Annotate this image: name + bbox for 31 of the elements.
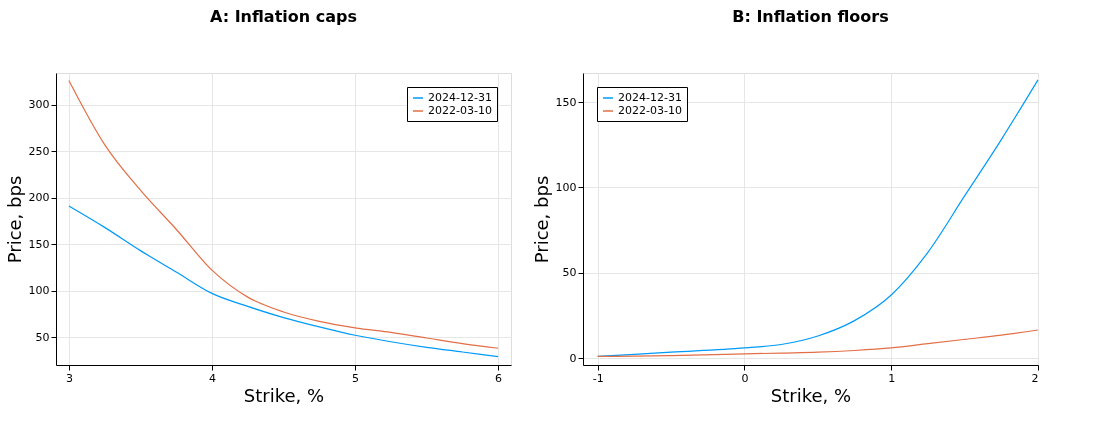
legend-label: 2022-03-10: [618, 104, 682, 117]
x-tick-label: 3: [65, 371, 73, 385]
x-tick-label: 4: [208, 371, 216, 385]
y-tick-label: 50: [35, 330, 50, 344]
x-tick-label: -1: [592, 371, 604, 385]
x-tick-label: 5: [352, 371, 360, 385]
y-tick-label: 100: [555, 180, 577, 194]
line-series: [68, 79, 499, 349]
chart-title: B: Inflation floors: [732, 7, 889, 26]
y-tick-label: 300: [28, 98, 50, 112]
y-tick-label: 0: [569, 351, 577, 365]
y-tick-label: 50: [562, 266, 577, 280]
x-tick-label: 6: [495, 371, 503, 385]
y-tick-label: 200: [28, 191, 50, 205]
legend-label: 2022-03-10: [428, 104, 492, 117]
x-tick-label: 1: [888, 371, 896, 385]
y-tick-label: 250: [28, 144, 50, 158]
chart-title: A: Inflation caps: [210, 7, 357, 26]
x-tick-label: 0: [741, 371, 749, 385]
y-tick-label: 150: [28, 237, 50, 251]
x-axis-title: Strike, %: [770, 384, 852, 406]
legend-label: 2024-12-31: [618, 91, 682, 104]
line-series: [597, 329, 1039, 358]
x-axis-title: Strike, %: [243, 384, 325, 406]
x-tick-label: 2: [1031, 371, 1039, 385]
legend-label: 2024-12-31: [428, 91, 492, 104]
y-axis-title: Price, bps: [530, 175, 552, 264]
y-tick-label: 150: [555, 95, 577, 109]
line-series: [68, 205, 499, 358]
y-tick-label: 100: [28, 284, 50, 298]
y-axis-title: Price, bps: [3, 175, 25, 264]
